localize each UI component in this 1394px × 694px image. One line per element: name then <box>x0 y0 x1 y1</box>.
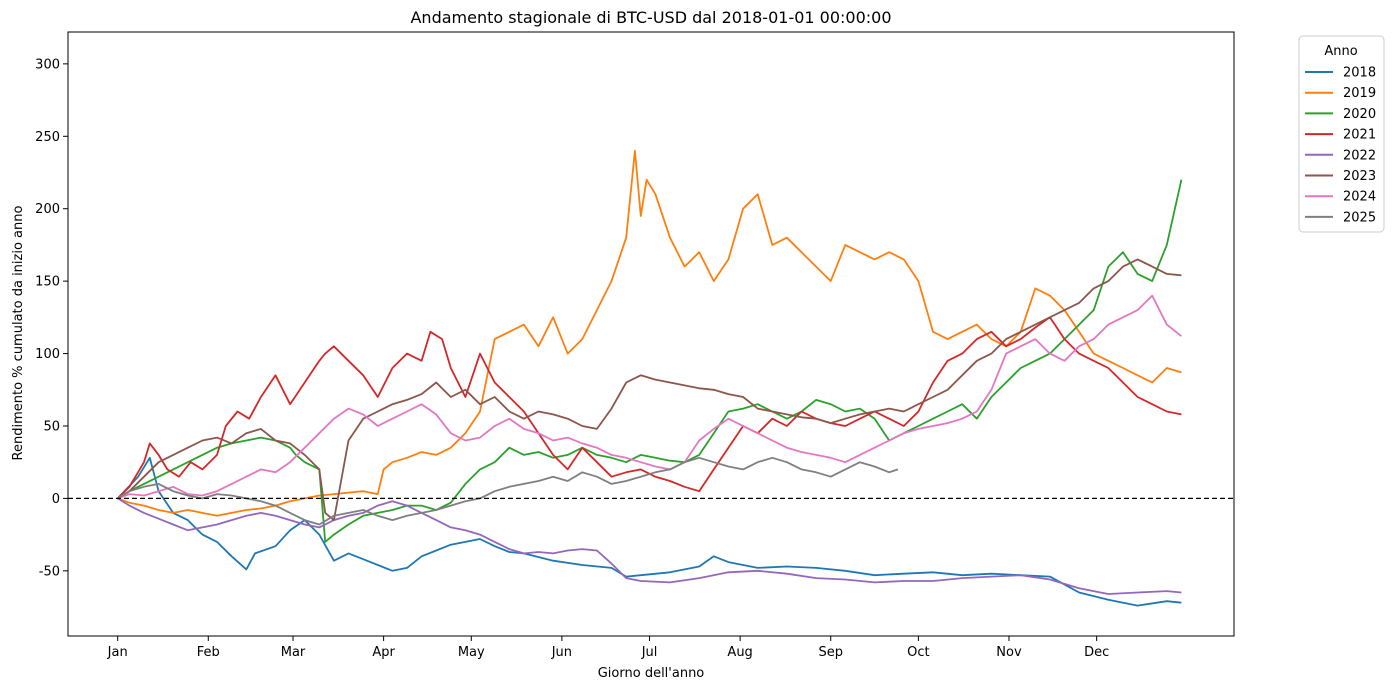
legend-entry-2021: 2021 <box>1343 128 1376 143</box>
y-tick-label: -50 <box>39 564 60 579</box>
series-line-2023 <box>117 258 1182 521</box>
x-axis-label: Giorno dell'anno <box>598 666 705 681</box>
y-tick-label: 0 <box>52 492 60 507</box>
y-axis-label: Rendimento % cumulato da inizio anno <box>11 206 26 461</box>
y-tick-label: 50 <box>43 419 60 434</box>
series-line-2021 <box>117 316 1182 500</box>
legend-entry-2019: 2019 <box>1343 86 1376 101</box>
legend-entry-2018: 2018 <box>1343 66 1376 81</box>
x-tick-label: Nov <box>996 645 1022 660</box>
x-tick-label: Sep <box>818 645 843 660</box>
legend: Anno 2018 2019 2020 2021 2022 2023 2024 2025 <box>1298 35 1385 233</box>
x-tick-label: Jan <box>107 645 128 660</box>
legend-entry-2022: 2022 <box>1343 148 1376 163</box>
x-tick-label: Jun <box>551 645 572 660</box>
legend-entry-2020: 2020 <box>1343 107 1376 122</box>
series-lines <box>117 149 1183 607</box>
series-line-2022 <box>117 497 1182 595</box>
series-line-2024 <box>117 294 1182 500</box>
x-tick-label: May <box>458 645 485 660</box>
plot-area: -50 0 50 100 150 200 250 300 Jan Feb Mar Apr May Jun J… <box>35 31 1235 660</box>
series-line-2025 <box>117 456 899 526</box>
series-line-2018 <box>117 456 1182 607</box>
legend-entry-2023: 2023 <box>1343 169 1376 184</box>
x-tick-label: Aug <box>727 645 752 660</box>
series-line-2020 <box>117 179 1183 543</box>
y-tick-label: 300 <box>35 57 60 72</box>
plot-frame <box>67 31 1235 637</box>
x-tick-label: Apr <box>372 645 395 660</box>
legend-entry-2025: 2025 <box>1343 210 1376 225</box>
chart-title: Andamento stagionale di BTC-USD dal 2018… <box>410 8 891 27</box>
series-line-2019 <box>117 149 1182 517</box>
x-tick-label: Mar <box>281 645 306 660</box>
x-tick-label: Jul <box>641 645 658 660</box>
legend-entry-2024: 2024 <box>1343 190 1376 205</box>
y-tick-label: 250 <box>35 130 60 145</box>
y-tick-label: 100 <box>35 347 60 362</box>
x-tick-label: Oct <box>907 645 929 660</box>
y-tick-label: 200 <box>35 202 60 217</box>
x-tick-label: Dec <box>1084 645 1109 660</box>
x-tick-label: Feb <box>197 645 220 660</box>
legend-box <box>1298 35 1385 233</box>
y-tick-label: 150 <box>35 275 60 290</box>
legend-title: Anno <box>1324 44 1357 59</box>
